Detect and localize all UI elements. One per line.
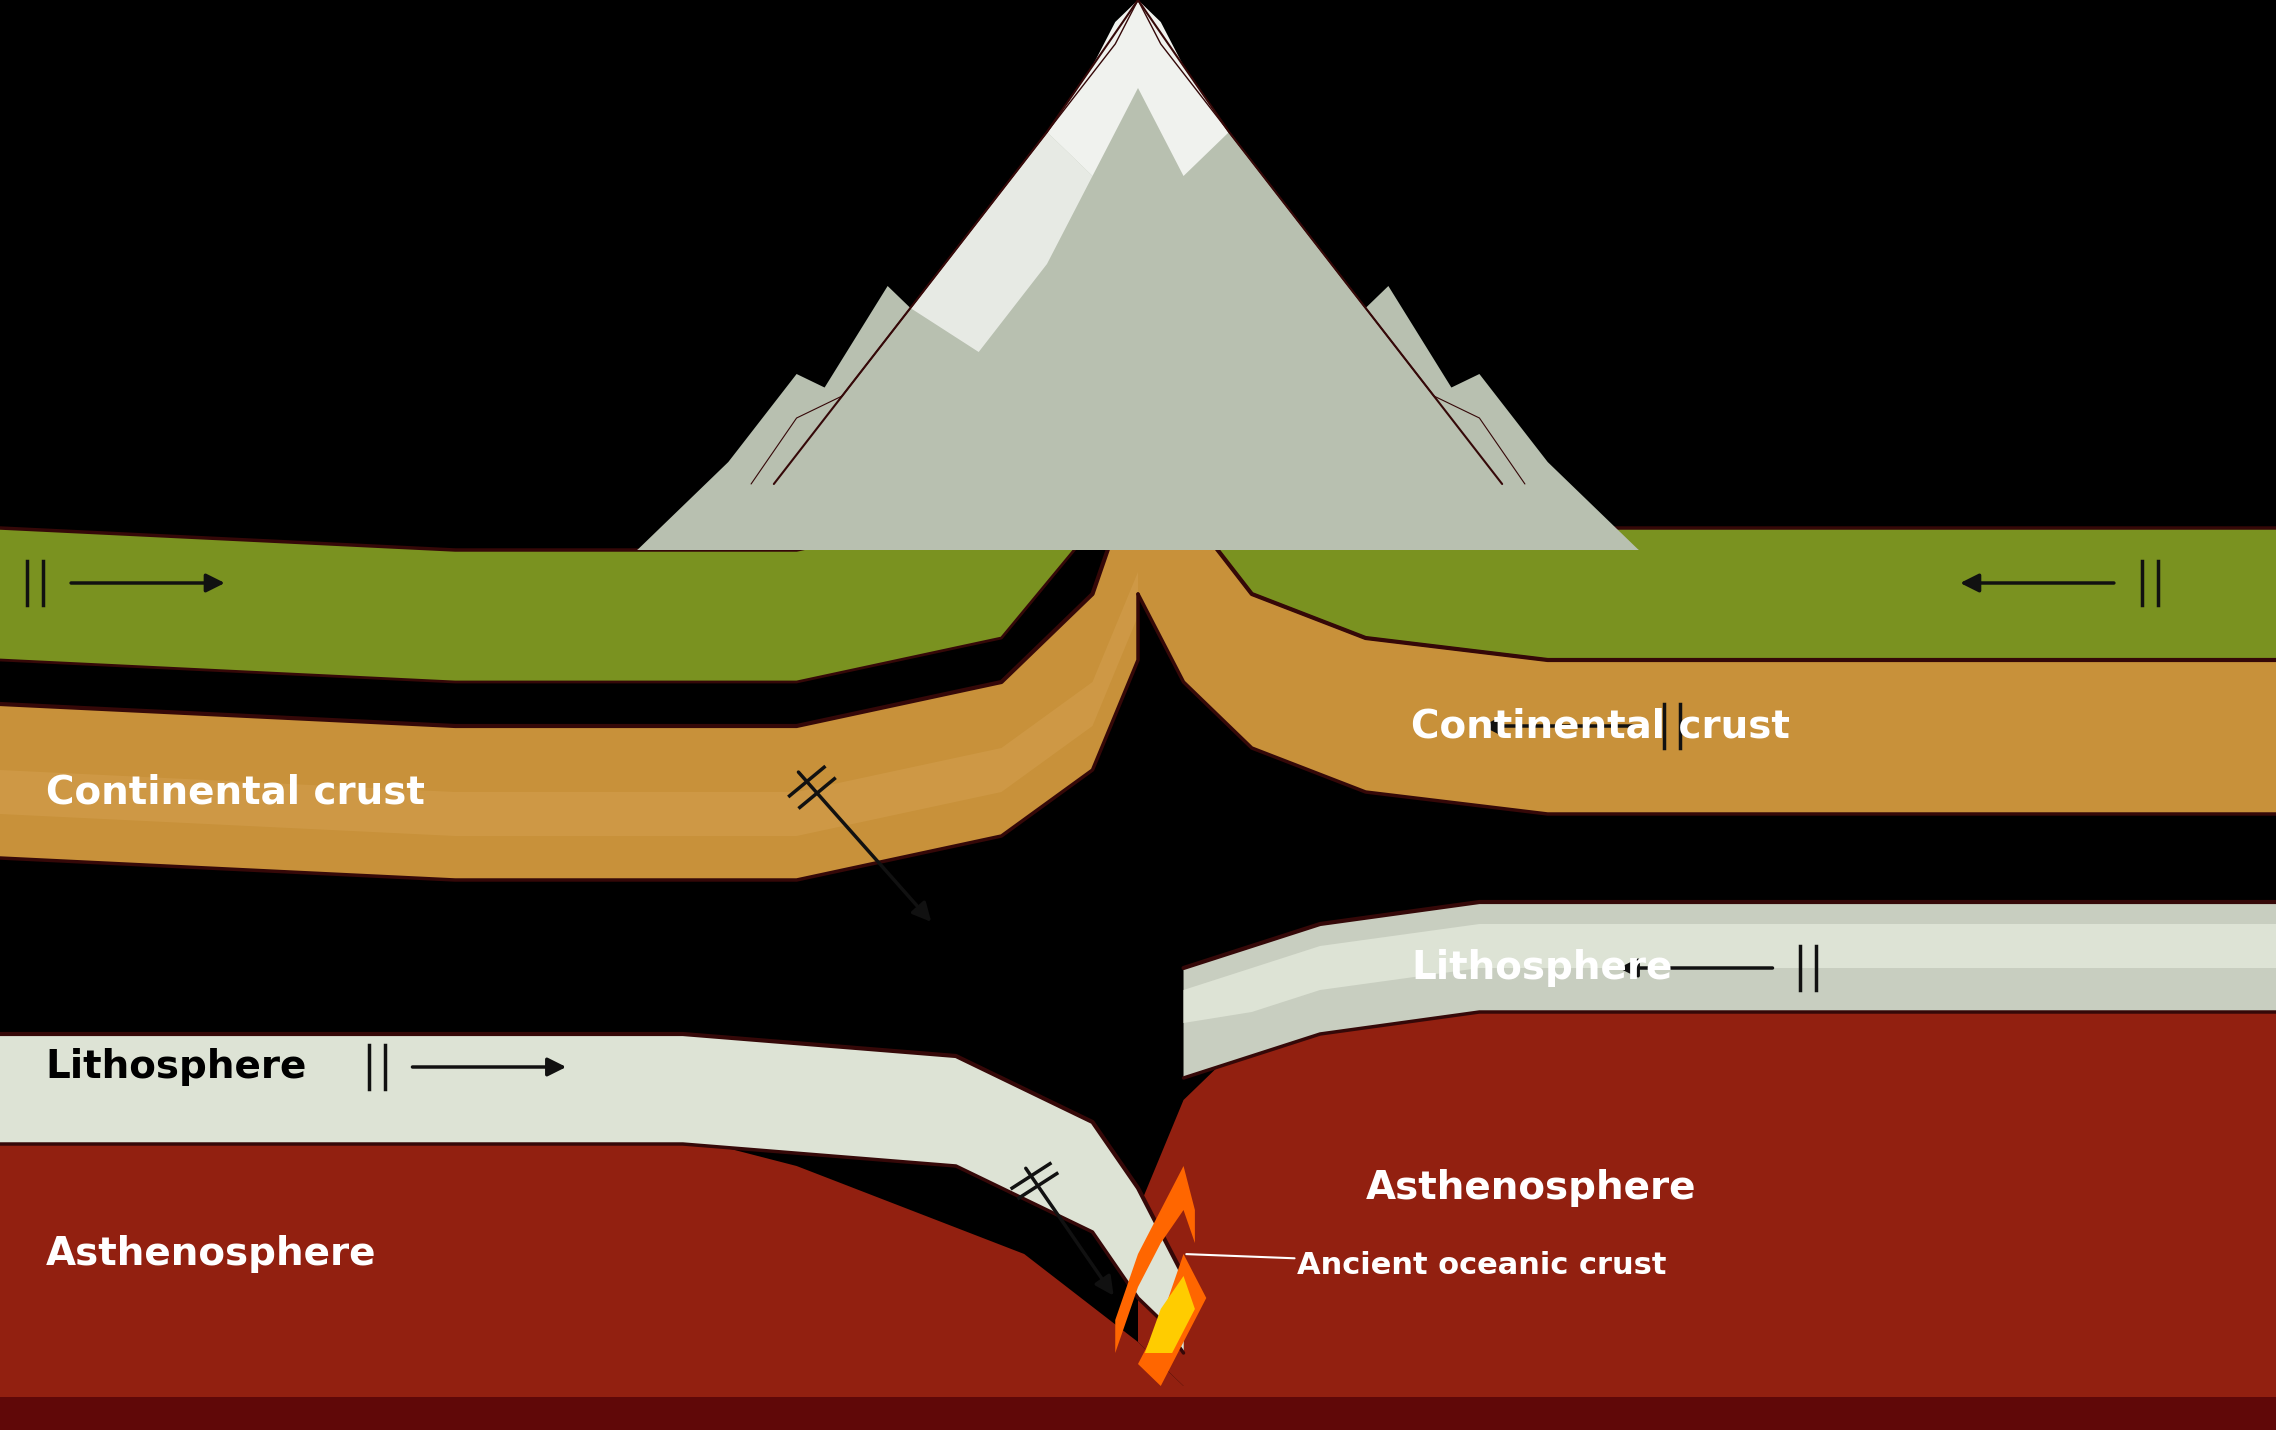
- Polygon shape: [1434, 375, 1639, 551]
- Polygon shape: [0, 242, 1138, 682]
- Text: Continental crust: Continental crust: [1411, 706, 1789, 745]
- Polygon shape: [1115, 1165, 1195, 1353]
- Polygon shape: [1047, 0, 1229, 176]
- Text: Mountain
range: Mountain range: [68, 127, 319, 225]
- Polygon shape: [1138, 375, 2276, 814]
- Polygon shape: [0, 1034, 2276, 1430]
- Polygon shape: [0, 1397, 2276, 1430]
- Text: Ancient oceanic crust: Ancient oceanic crust: [1297, 1250, 1666, 1280]
- Polygon shape: [637, 375, 842, 551]
- Text: Continental crust: Continental crust: [46, 774, 423, 811]
- Polygon shape: [910, 132, 1092, 352]
- Polygon shape: [1184, 902, 2276, 1078]
- Polygon shape: [1138, 1254, 1206, 1386]
- Polygon shape: [0, 572, 1138, 837]
- Polygon shape: [0, 375, 1138, 879]
- Polygon shape: [0, 1034, 1184, 1353]
- Polygon shape: [1184, 924, 2276, 1022]
- Text: Lithosphere: Lithosphere: [46, 1048, 307, 1085]
- Polygon shape: [751, 286, 933, 506]
- Polygon shape: [0, 1078, 1184, 1320]
- Polygon shape: [637, 0, 1639, 551]
- Polygon shape: [0, 1034, 1184, 1353]
- Polygon shape: [1138, 242, 2276, 661]
- Text: Asthenosphere: Asthenosphere: [1366, 1168, 1696, 1207]
- Text: Asthenosphere: Asthenosphere: [46, 1236, 376, 1273]
- Polygon shape: [1138, 947, 2276, 1386]
- Polygon shape: [1343, 286, 1525, 506]
- Text: Lithosphere: Lithosphere: [1411, 950, 1673, 987]
- Polygon shape: [1145, 1276, 1195, 1353]
